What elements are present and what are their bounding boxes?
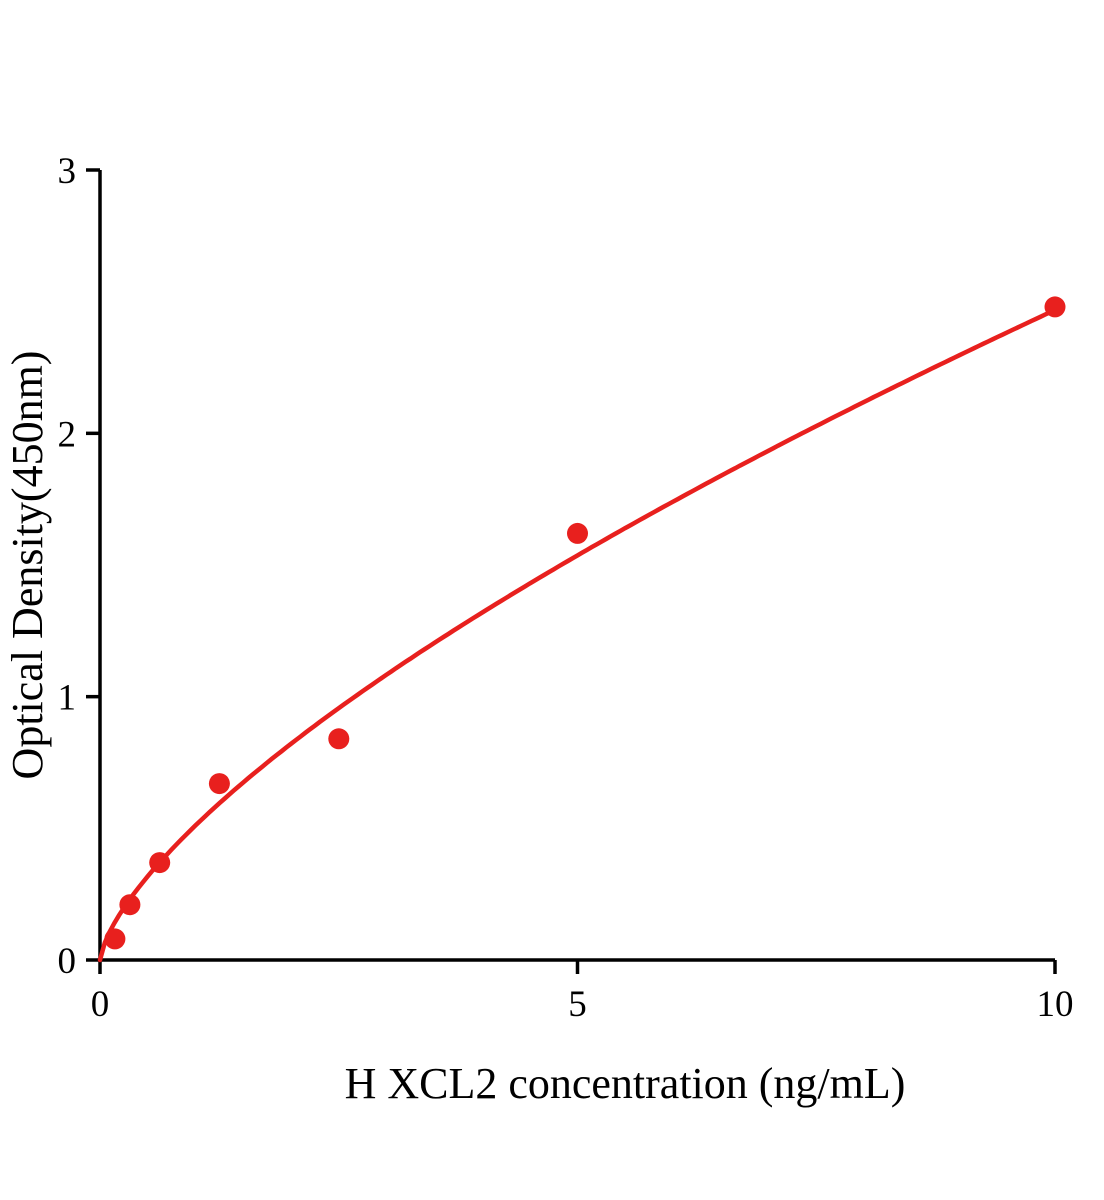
y-tick-label: 0 bbox=[58, 941, 77, 982]
x-tick-label: 10 bbox=[1037, 984, 1074, 1025]
y-tick-label: 1 bbox=[58, 678, 77, 719]
data-point bbox=[149, 852, 171, 874]
data-point bbox=[119, 894, 141, 916]
data-point bbox=[208, 773, 230, 795]
data-point bbox=[328, 728, 350, 750]
data-point bbox=[567, 522, 588, 544]
data-point bbox=[1044, 296, 1066, 318]
x-axis-label: H XCL2 concentration (ng/mL) bbox=[345, 1059, 906, 1108]
data-point bbox=[104, 928, 126, 950]
fit-curve bbox=[97, 307, 1058, 963]
x-tick-label: 0 bbox=[91, 984, 110, 1025]
y-tick-label: 3 bbox=[58, 151, 77, 192]
x-tick-label: 5 bbox=[568, 984, 587, 1025]
y-tick-label: 2 bbox=[58, 414, 77, 455]
y-axis-label: Optical Density(450nm) bbox=[3, 351, 52, 780]
axes-lines bbox=[98, 170, 1055, 962]
chart-dynamic-layer: 0 1 2 3 0 5 10 bbox=[58, 151, 1074, 1025]
